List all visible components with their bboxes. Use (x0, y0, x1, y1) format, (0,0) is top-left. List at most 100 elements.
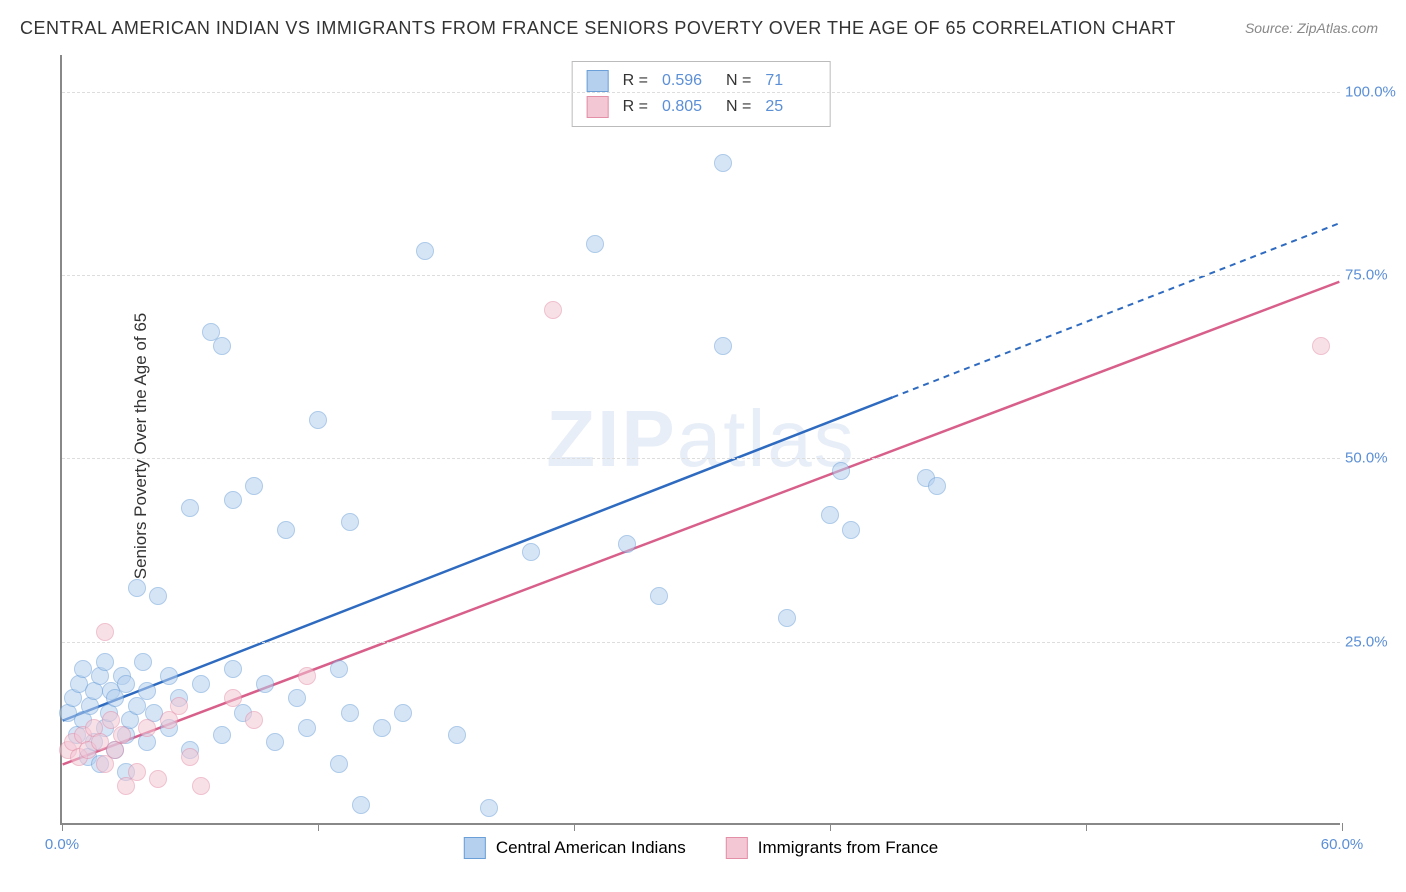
data-point (352, 796, 370, 814)
legend-series-label: Central American Indians (496, 838, 686, 858)
legend-r-value: 0.805 (662, 98, 712, 116)
legend-series-item: Immigrants from France (726, 837, 938, 859)
data-point (245, 711, 263, 729)
legend-n-value: 25 (765, 98, 815, 116)
data-point (213, 337, 231, 355)
trend-line-extrapolated (893, 223, 1340, 397)
data-point (650, 587, 668, 605)
data-point (128, 763, 146, 781)
data-point (832, 462, 850, 480)
data-point (128, 697, 146, 715)
data-point (277, 521, 295, 539)
data-point (330, 755, 348, 773)
data-point (266, 733, 284, 751)
y-tick-label: 100.0% (1345, 83, 1400, 100)
grid-line (62, 458, 1340, 459)
x-tick-mark (1086, 823, 1087, 831)
data-point (181, 499, 199, 517)
data-point (96, 623, 114, 641)
x-tick-label: 0.0% (45, 836, 79, 853)
legend-series-label: Immigrants from France (758, 838, 938, 858)
data-point (618, 535, 636, 553)
data-point (245, 477, 263, 495)
data-point (224, 491, 242, 509)
data-point (394, 704, 412, 722)
legend-swatch (587, 96, 609, 118)
trend-lines (62, 55, 1340, 823)
data-point (288, 689, 306, 707)
legend-stat-row: R = 0.805 N = 25 (587, 94, 816, 120)
data-point (928, 477, 946, 495)
data-point (373, 719, 391, 737)
legend-r-label: R = (623, 98, 648, 116)
y-tick-label: 25.0% (1345, 633, 1400, 650)
data-point (256, 675, 274, 693)
data-point (224, 689, 242, 707)
legend-swatch (587, 70, 609, 92)
data-point (714, 154, 732, 172)
data-point (106, 689, 124, 707)
trend-line (63, 397, 893, 720)
legend-series-item: Central American Indians (464, 837, 686, 859)
legend-series: Central American Indians Immigrants from … (464, 837, 938, 859)
data-point (224, 660, 242, 678)
grid-line (62, 92, 1340, 93)
data-point (821, 506, 839, 524)
legend-n-value: 71 (765, 72, 815, 90)
legend-stats: R = 0.596 N = 71 R = 0.805 N = 25 (572, 61, 831, 127)
chart-title: CENTRAL AMERICAN INDIAN VS IMMIGRANTS FR… (20, 18, 1176, 39)
data-point (341, 704, 359, 722)
data-point (522, 543, 540, 561)
legend-r-label: R = (623, 72, 648, 90)
legend-stat-row: R =0.596N =71 (587, 68, 816, 94)
data-point (309, 411, 327, 429)
y-tick-label: 50.0% (1345, 450, 1400, 467)
data-point (1312, 337, 1330, 355)
data-point (134, 653, 152, 671)
plot-area: ZIPatlas R =0.596N =71R =0.805N =25 Cent… (60, 55, 1340, 825)
source-attribution: Source: ZipAtlas.com (1245, 20, 1378, 36)
legend-r-value: 0.596 (662, 72, 712, 90)
data-point (74, 660, 92, 678)
grid-line (62, 275, 1340, 276)
legend-swatch (464, 837, 486, 859)
legend-n-label: N = (726, 98, 751, 116)
data-point (448, 726, 466, 744)
data-point (117, 777, 135, 795)
grid-line (62, 642, 1340, 643)
x-tick-mark (830, 823, 831, 831)
data-point (298, 667, 316, 685)
data-point (160, 711, 178, 729)
data-point (149, 770, 167, 788)
data-point (586, 235, 604, 253)
data-point (170, 697, 188, 715)
x-tick-mark (574, 823, 575, 831)
data-point (714, 337, 732, 355)
x-tick-label: 60.0% (1321, 836, 1364, 853)
data-point (298, 719, 316, 737)
data-point (138, 719, 156, 737)
data-point (113, 726, 131, 744)
data-point (842, 521, 860, 539)
data-point (160, 667, 178, 685)
data-point (138, 682, 156, 700)
y-tick-label: 75.0% (1345, 267, 1400, 284)
x-tick-mark (318, 823, 319, 831)
data-point (778, 609, 796, 627)
legend-swatch (726, 837, 748, 859)
data-point (149, 587, 167, 605)
x-tick-mark (1342, 823, 1343, 831)
data-point (96, 755, 114, 773)
data-point (181, 748, 199, 766)
data-point (192, 675, 210, 693)
data-point (117, 675, 135, 693)
data-point (213, 726, 231, 744)
data-point (330, 660, 348, 678)
trend-line (63, 282, 1340, 765)
data-point (416, 242, 434, 260)
data-point (96, 653, 114, 671)
data-point (480, 799, 498, 817)
data-point (341, 513, 359, 531)
data-point (128, 579, 146, 597)
data-point (192, 777, 210, 795)
